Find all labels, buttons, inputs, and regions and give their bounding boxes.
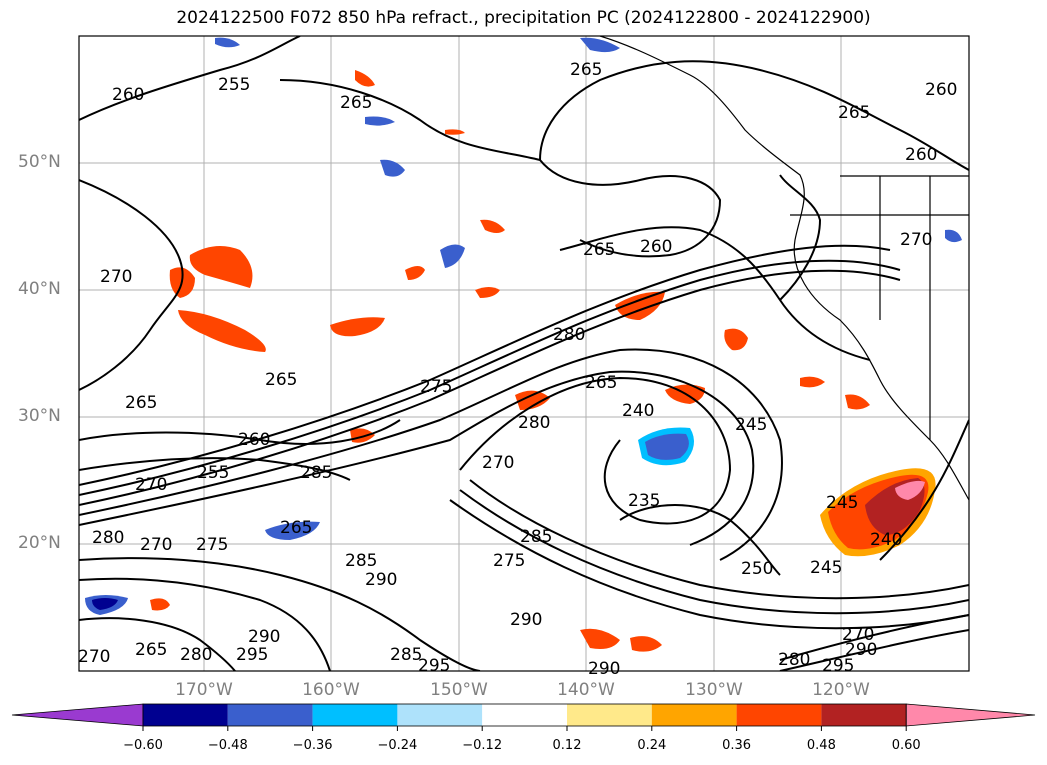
colorbar-segment — [651, 704, 737, 726]
contour-label: 260 — [640, 237, 672, 257]
contour-label: 270 — [842, 625, 874, 645]
colorbar-tick-label: −0.24 — [377, 738, 418, 753]
contour-label: 265 — [125, 393, 157, 413]
colorbar-extend-high — [905, 703, 1036, 727]
colorbar-segment — [736, 704, 822, 726]
contour-label: 270 — [900, 230, 932, 250]
colorbar-tick-label: 0.12 — [552, 738, 582, 753]
contour-label: 260 — [238, 430, 270, 450]
contour-label: 250 — [741, 559, 773, 579]
precip-patches — [85, 37, 962, 652]
colorbar-segment — [567, 704, 652, 726]
contour-label: 295 — [236, 645, 268, 665]
contour-label: 265 — [280, 518, 312, 538]
contour-label: 235 — [628, 491, 660, 511]
contour-label: 240 — [870, 530, 902, 550]
lon-label: 130°W — [685, 680, 743, 700]
contour-label: 295 — [418, 656, 450, 676]
colorbar-tick-label: −0.60 — [123, 738, 163, 753]
lon-label: 140°W — [557, 680, 615, 700]
contour-label: 260 — [925, 80, 957, 100]
colorbar-segment — [312, 704, 398, 726]
contour-label: 280 — [518, 413, 550, 433]
contour-label: 245 — [826, 493, 858, 513]
contour-label: 265 — [583, 240, 615, 260]
coastline — [599, 36, 969, 501]
contour-label: 285 — [520, 527, 552, 547]
contour-label: 265 — [570, 60, 602, 80]
lat-label: 30°N — [18, 406, 61, 426]
contour-label: 260 — [112, 85, 144, 105]
contour-label: 270 — [140, 535, 172, 555]
colorbar-tick-label: −0.36 — [292, 738, 333, 753]
lon-label: 170°W — [175, 680, 233, 700]
contour-label: 275 — [493, 551, 525, 571]
contour-label: 260 — [905, 145, 937, 165]
colorbar-tick-label: 0.60 — [891, 738, 921, 753]
contour-label: 290 — [510, 610, 542, 630]
contour-label: 275 — [196, 535, 228, 555]
contour-label: 280 — [553, 325, 585, 345]
contour-label: 265 — [585, 373, 617, 393]
lon-label: 120°W — [812, 680, 870, 700]
lon-label: 150°W — [430, 680, 488, 700]
contour-label: 275 — [420, 377, 452, 397]
grid-lines — [79, 36, 969, 671]
contour-label: 255 — [218, 75, 250, 95]
map-canvas: 260 255 265 265 260 265 260 270 265 260 … — [78, 35, 970, 679]
contour-label: 290 — [845, 640, 877, 660]
colorbar-tick-label: 0.48 — [806, 738, 836, 753]
map-title: 2024122500 F072 850 hPa refract., precip… — [176, 8, 871, 28]
colorbar-tick-label: 0.36 — [722, 738, 752, 753]
contour-label: 240 — [622, 401, 654, 421]
colorbar-segment — [227, 704, 313, 726]
contour-label: 245 — [735, 415, 767, 435]
contour-label: 265 — [838, 103, 870, 123]
contour-label: 285 — [345, 551, 377, 571]
contour-label: 280 — [180, 645, 212, 665]
colorbar-tick-label: 0.24 — [637, 738, 667, 753]
lat-label: 40°N — [18, 279, 61, 299]
colorbar — [11, 703, 1036, 731]
contour-label: 265 — [265, 370, 297, 390]
contour-label: 245 — [810, 558, 842, 578]
contour-label: 285 — [300, 463, 332, 483]
colorbar-segment — [821, 704, 907, 726]
colorbar-tick-label: −0.48 — [207, 738, 248, 753]
colorbar-ticks — [142, 726, 907, 731]
colorbar-extend-low — [11, 703, 144, 727]
contour-label: 255 — [197, 463, 229, 483]
contour-label: 290 — [365, 570, 397, 590]
contour-labels: 260 255 265 265 260 265 260 270 265 260 … — [78, 60, 957, 679]
colorbar-frame — [142, 703, 907, 727]
lon-label: 160°W — [302, 680, 360, 700]
colorbar-segment — [482, 704, 567, 726]
contour-label: 265 — [135, 640, 167, 660]
lat-label: 20°N — [18, 533, 61, 553]
colorbar-segment — [143, 704, 228, 726]
contour-label: 270 — [78, 647, 110, 667]
contour-label: 280 — [778, 650, 810, 670]
colorbar-segments — [11, 703, 1036, 727]
contour-label: 270 — [100, 267, 132, 287]
refractivity-contours — [79, 36, 969, 671]
colorbar-tick-label: −0.12 — [462, 738, 503, 753]
contour-label: 270 — [482, 453, 514, 473]
contour-label: 290 — [588, 659, 620, 679]
colorbar-segment — [397, 704, 483, 726]
map-frame — [78, 35, 970, 672]
lat-label: 50°N — [18, 152, 61, 172]
contour-label: 285 — [390, 645, 422, 665]
contour-label: 270 — [135, 475, 167, 495]
contour-label: 290 — [248, 627, 280, 647]
contour-label: 265 — [340, 93, 372, 113]
contour-label: 280 — [92, 528, 124, 548]
